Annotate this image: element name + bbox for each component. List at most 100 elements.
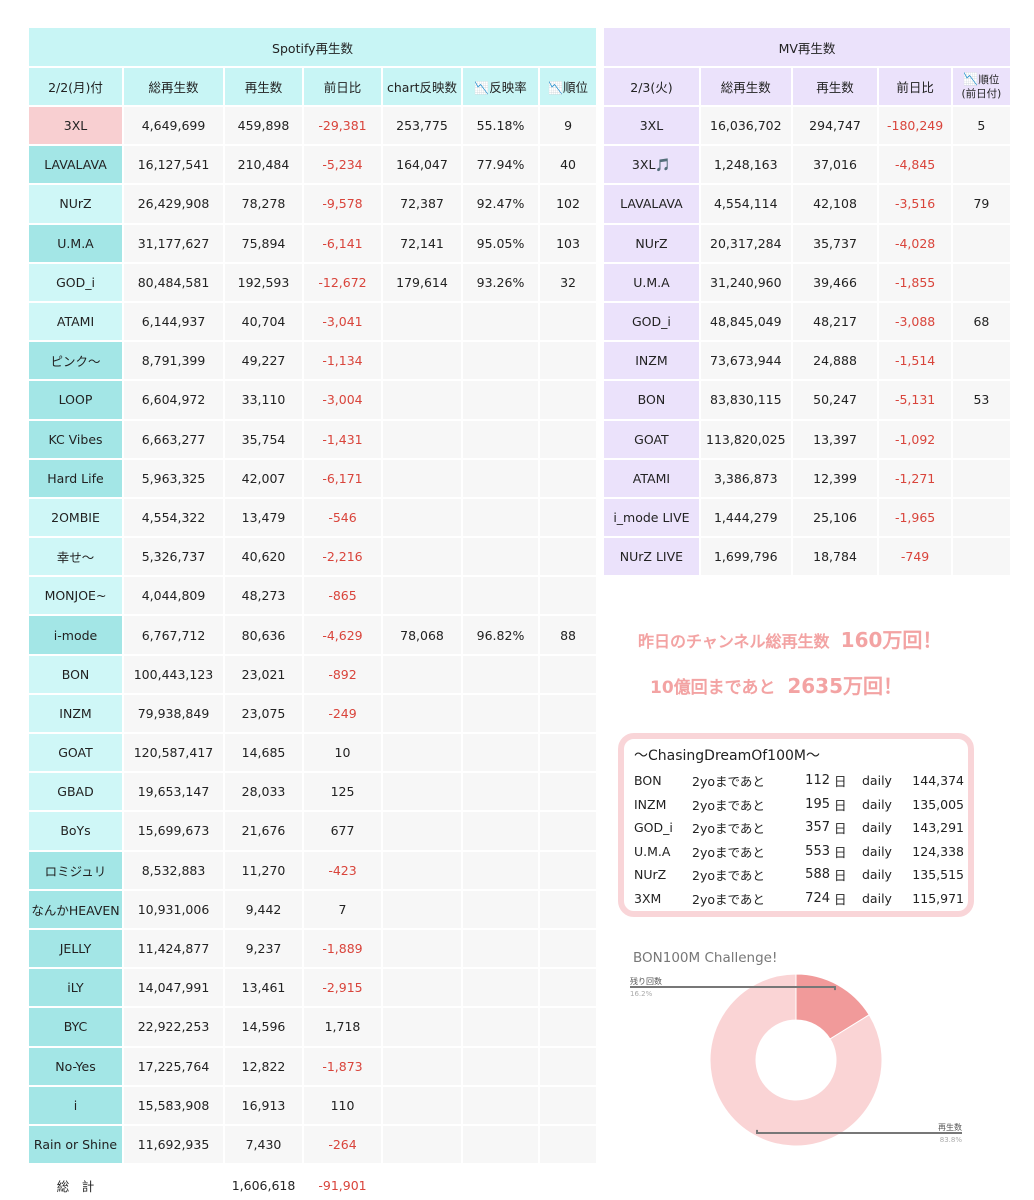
mv-title: MV再生数	[604, 28, 1010, 66]
chasing-row: BON 2yoまであと 112 日 daily 144,374	[634, 769, 964, 793]
total-plays: 6,144,937	[124, 302, 223, 341]
mv-diff: -1,514	[879, 342, 951, 380]
track-name: 幸せ〜	[29, 538, 122, 576]
mv-name: INZM	[604, 342, 699, 380]
daily-plays: 16,913	[225, 1086, 302, 1124]
diff-value: -29,381	[304, 107, 381, 145]
mv-total: 83,830,115	[700, 381, 791, 419]
spotify-row: BYC 22,922,253 14,596 1,718	[29, 1008, 597, 1046]
diff-value: -249	[304, 694, 381, 732]
slice-label: 再生数	[938, 1122, 962, 1132]
total-plays: 8,791,399	[124, 342, 223, 380]
chasing-name: GOD_i	[634, 820, 673, 836]
track-name: GOD_i	[29, 263, 122, 301]
chasing-row: NUrZ 2yoまであと 588 日 daily 135,515	[634, 863, 964, 887]
chart-decline-icon: 📉	[963, 72, 979, 86]
mv-col-total: 総再生数	[700, 68, 791, 105]
diff-value: -3,041	[304, 302, 381, 341]
mv-diff: -4,845	[879, 146, 951, 184]
daily-plays: 40,620	[225, 538, 302, 576]
mv-name: NUrZ LIVE	[604, 538, 699, 576]
chart-decline-icon: 📉	[548, 81, 563, 95]
chasing-name: NUrZ	[634, 867, 667, 883]
track-name: ピンク〜	[29, 342, 122, 380]
chasing-row: U.M.A 2yoまであと 553 日 daily 124,338	[634, 840, 964, 864]
chasing-label: 2yoまであと	[692, 844, 765, 860]
chasing-unit: 日	[834, 868, 847, 884]
spotify-row: 3XL 4,649,699 459,898 -29,381 253,775 55.18% 9	[29, 107, 597, 145]
spotify-total-row: 総 計 1,606,618 -91,901	[29, 1165, 597, 1200]
chart-rate: 77.94%	[463, 146, 538, 184]
total-label: 総 計	[29, 1165, 122, 1200]
total-plays: 11,424,877	[124, 929, 223, 968]
chart-count	[383, 655, 461, 693]
mv-name: U.M.A	[604, 263, 699, 301]
diff-value: -2,915	[304, 969, 381, 1007]
diff-value: -423	[304, 851, 381, 889]
track-name: MONJOE~	[29, 577, 122, 615]
chart-rate	[463, 498, 538, 537]
diff-value: -6,171	[304, 459, 381, 497]
chasing-row: 3XM 2yoまであと 724 日 daily 115,971	[634, 887, 964, 911]
mv-plays: 35,737	[792, 224, 878, 262]
total-plays: 8,532,883	[124, 851, 223, 889]
chart-rank	[540, 655, 597, 693]
chart-rank	[540, 498, 597, 537]
mv-rank	[952, 498, 1010, 537]
chart-count	[383, 773, 461, 811]
chasing-days: 553	[805, 843, 830, 859]
diff-value: -865	[304, 577, 381, 615]
mv-row: NUrZ 20,317,284 35,737 -4,028	[604, 224, 1010, 262]
diff-value: -4,629	[304, 616, 381, 654]
spotify-row: GOD_i 80,484,581 192,593 -12,672 179,614 93.2…	[29, 263, 597, 301]
daily-plays: 14,685	[225, 734, 302, 772]
total-plays: 5,326,737	[124, 538, 223, 576]
total-plays: 10,931,006	[124, 890, 223, 928]
daily-plays: 459,898	[225, 107, 302, 145]
daily-plays: 42,007	[225, 459, 302, 497]
chart-count	[383, 498, 461, 537]
daily-plays: 23,075	[225, 694, 302, 732]
mv-rank	[952, 342, 1010, 380]
daily-plays: 75,894	[225, 224, 302, 262]
total-plays: 4,044,809	[124, 577, 223, 615]
spotify-row: GOAT 120,587,417 14,685 10	[29, 734, 597, 772]
mv-total: 1,444,279	[700, 498, 791, 537]
mv-total: 4,554,114	[700, 185, 791, 223]
chart-rank	[540, 812, 597, 850]
chasing-label: 2yoまであと	[692, 868, 765, 884]
total-plays: 6,767,712	[124, 616, 223, 654]
mv-diff: -1,855	[879, 263, 951, 301]
mv-plays: 24,888	[792, 342, 878, 380]
mv-diff: -1,092	[879, 420, 951, 458]
mv-row: 3XL 16,036,702 294,747 -180,249 5	[604, 107, 1010, 145]
chasing-name: 3XM	[634, 890, 662, 906]
mv-total: 48,845,049	[700, 302, 791, 341]
total-plays: 6,663,277	[124, 420, 223, 458]
spotify-row: GBAD 19,653,147 28,033 125	[29, 773, 597, 811]
mv-col-rank-label: 順位	[978, 74, 1000, 86]
mv-row: U.M.A 31,240,960 39,466 -1,855	[604, 263, 1010, 301]
total-plays: 15,699,673	[124, 812, 223, 850]
chart-count	[383, 538, 461, 576]
diff-value: -1,431	[304, 420, 381, 458]
chart-rate	[463, 381, 538, 419]
chart-count	[383, 890, 461, 928]
track-name: No-Yes	[29, 1047, 122, 1085]
chart-rate	[463, 890, 538, 928]
chart-rank	[540, 342, 597, 380]
chasing-title: 〜ChasingDreamOf100M〜	[634, 748, 820, 764]
chart-rank	[540, 929, 597, 968]
mv-rank	[952, 420, 1010, 458]
mv-rank	[952, 224, 1010, 262]
chart-count	[383, 929, 461, 968]
mv-name: 3XL	[604, 107, 699, 145]
mv-plays: 37,016	[792, 146, 878, 184]
chasing-daily: 135,515	[912, 867, 964, 883]
chart-count	[383, 1086, 461, 1124]
mv-rank: 79	[952, 185, 1010, 223]
chart-count: 179,614	[383, 263, 461, 301]
chart-count: 78,068	[383, 616, 461, 654]
chart-rate: 93.26%	[463, 263, 538, 301]
mv-rank	[952, 459, 1010, 497]
